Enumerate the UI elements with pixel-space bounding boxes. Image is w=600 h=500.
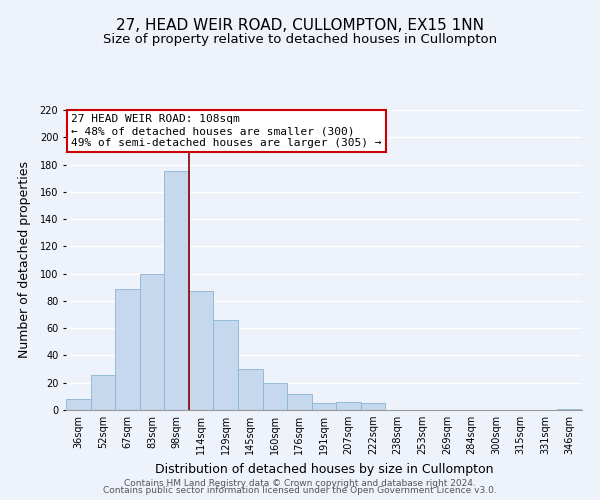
Bar <box>312 403 336 410</box>
Bar <box>140 274 164 410</box>
X-axis label: Distribution of detached houses by size in Cullompton: Distribution of detached houses by size … <box>155 462 493 475</box>
Text: Size of property relative to detached houses in Cullompton: Size of property relative to detached ho… <box>103 32 497 46</box>
Bar <box>557 408 582 410</box>
Bar <box>115 288 140 410</box>
Bar <box>189 292 214 410</box>
Bar <box>263 382 287 410</box>
Y-axis label: Number of detached properties: Number of detached properties <box>19 162 31 358</box>
Text: 27, HEAD WEIR ROAD, CULLOMPTON, EX15 1NN: 27, HEAD WEIR ROAD, CULLOMPTON, EX15 1NN <box>116 18 484 32</box>
Bar <box>164 172 189 410</box>
Bar <box>66 399 91 410</box>
Bar <box>361 403 385 410</box>
Bar <box>287 394 312 410</box>
Bar <box>214 320 238 410</box>
Bar <box>91 374 115 410</box>
Bar <box>336 402 361 410</box>
Bar <box>238 369 263 410</box>
Text: Contains public sector information licensed under the Open Government Licence v3: Contains public sector information licen… <box>103 486 497 495</box>
Text: 27 HEAD WEIR ROAD: 108sqm
← 48% of detached houses are smaller (300)
49% of semi: 27 HEAD WEIR ROAD: 108sqm ← 48% of detac… <box>71 114 382 148</box>
Text: Contains HM Land Registry data © Crown copyright and database right 2024.: Contains HM Land Registry data © Crown c… <box>124 478 476 488</box>
